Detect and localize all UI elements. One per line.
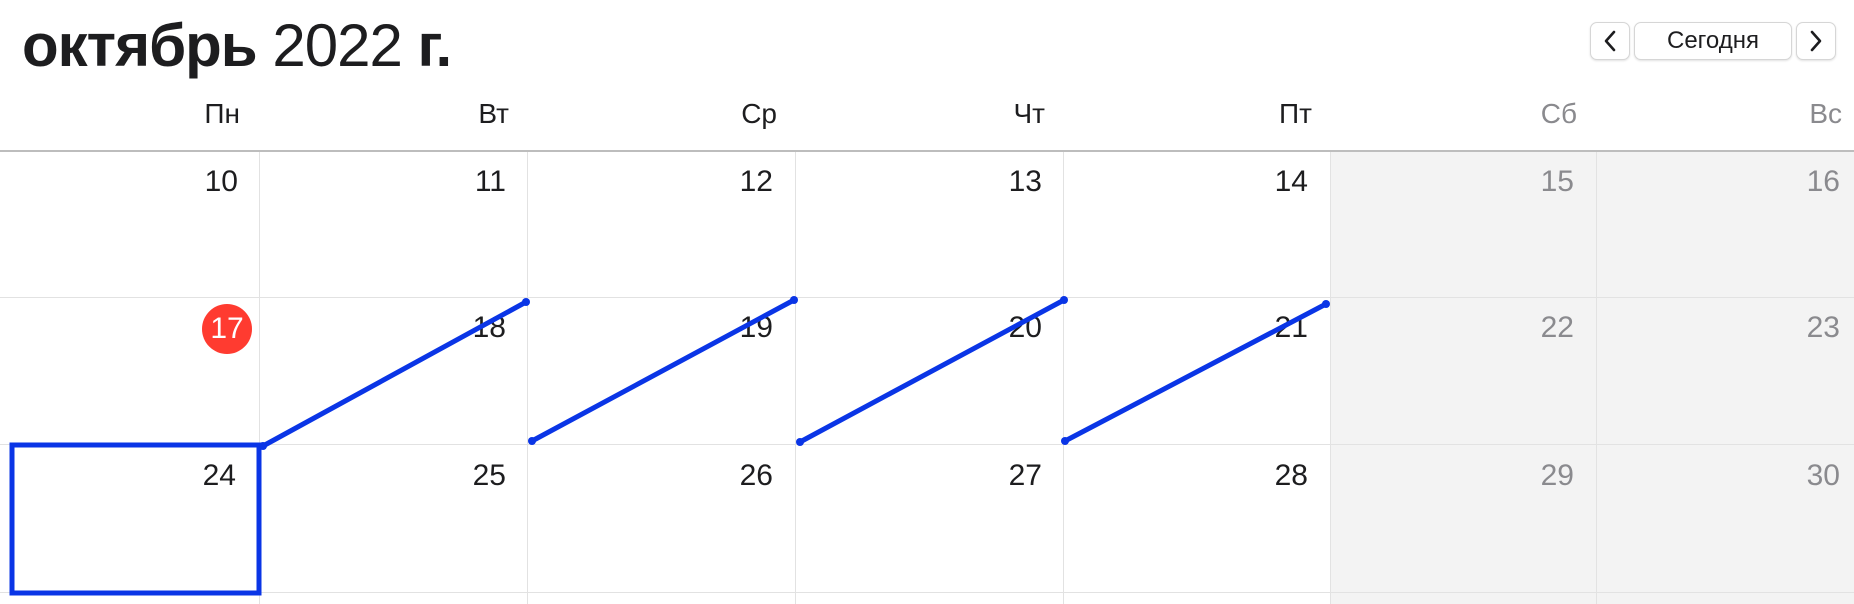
weekday-sun: Вс: [1809, 98, 1842, 129]
row-divider: [0, 297, 1854, 298]
chevron-right-icon: [1810, 30, 1822, 52]
weekday-mon: Пн: [204, 98, 240, 129]
column-divider: [1330, 152, 1331, 604]
column-divider: [259, 152, 260, 604]
day-cell[interactable]: 25: [472, 459, 506, 492]
day-cell[interactable]: 27: [1008, 459, 1042, 492]
day-cell[interactable]: 26: [739, 459, 773, 492]
day-cell[interactable]: 22: [1540, 311, 1574, 344]
column-divider: [1596, 152, 1597, 604]
weekday-sat: Сб: [1540, 98, 1577, 129]
day-cell[interactable]: 11: [474, 165, 506, 198]
previous-button[interactable]: [1590, 22, 1630, 60]
day-cell[interactable]: 23: [1806, 311, 1840, 344]
today-badge[interactable]: 17: [202, 304, 252, 354]
year-suffix: г.: [417, 12, 453, 79]
column-divider: [1063, 152, 1064, 604]
today-button[interactable]: Сегодня: [1634, 22, 1792, 60]
day-cell[interactable]: 10: [204, 165, 238, 198]
month-name: октябрь: [22, 12, 258, 79]
month-grid: 10 11 12 13 14 15 16 17 18 19 20 21 22 2…: [0, 152, 1854, 604]
weekday-header: Пн Вт Ср Чт Пт Сб Вс: [0, 96, 1854, 132]
weekday-fri: Пт: [1279, 98, 1312, 129]
next-button[interactable]: [1796, 22, 1836, 60]
day-cell[interactable]: 29: [1540, 459, 1574, 492]
row-divider: [0, 444, 1854, 445]
day-cell[interactable]: 24: [202, 459, 236, 492]
header-divider: [0, 150, 1854, 152]
day-cell[interactable]: 30: [1806, 459, 1840, 492]
weekday-thu: Чт: [1013, 98, 1046, 129]
day-cell[interactable]: 15: [1540, 165, 1574, 198]
day-cell[interactable]: 19: [739, 311, 773, 344]
day-cell[interactable]: 14: [1274, 165, 1308, 198]
row-divider: [0, 592, 1854, 593]
date-navigation: Сегодня: [1590, 22, 1836, 60]
day-cell[interactable]: 13: [1008, 165, 1042, 198]
column-divider: [795, 152, 796, 604]
day-cell[interactable]: 20: [1008, 311, 1042, 344]
day-cell[interactable]: 28: [1274, 459, 1308, 492]
day-cell[interactable]: 18: [472, 311, 506, 344]
day-cell[interactable]: 21: [1274, 311, 1308, 344]
column-divider: [527, 152, 528, 604]
day-cell[interactable]: 16: [1806, 165, 1840, 198]
weekday-tue: Вт: [478, 98, 509, 129]
weekend-shading: [1330, 152, 1854, 604]
year-label: 2022: [272, 12, 402, 79]
chevron-left-icon: [1604, 30, 1616, 52]
weekday-wed: Ср: [741, 98, 777, 129]
month-title: октябрь 2022 г.: [22, 6, 453, 86]
day-cell[interactable]: 12: [739, 165, 773, 198]
